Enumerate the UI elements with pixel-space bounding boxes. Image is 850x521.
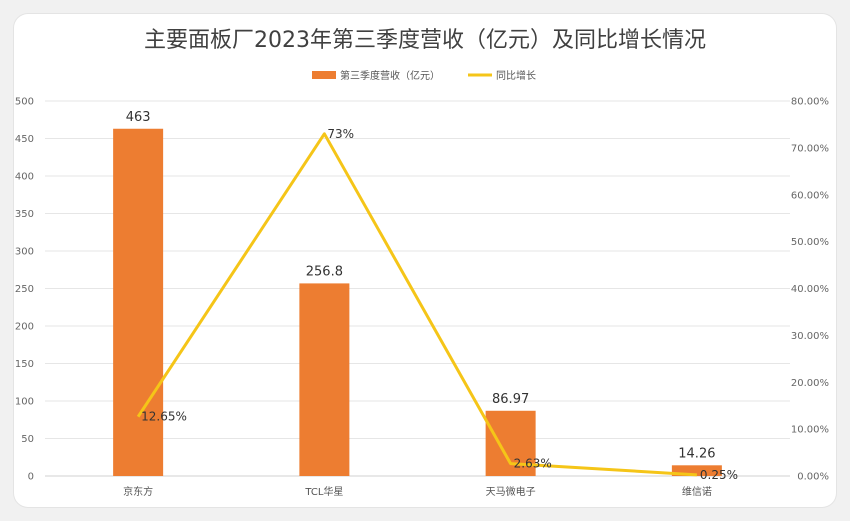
revenue-bar-label: 14.26 [678, 446, 715, 461]
legend: 第三季度营收（亿元） 同比增长 [312, 69, 536, 82]
left-tick-label: 500 [15, 97, 34, 108]
right-tick-label: 10.00% [791, 425, 829, 436]
revenue-bar-label: 86.97 [492, 392, 529, 407]
revenue-bars [113, 128, 722, 476]
growth-point-label: 12.65% [141, 410, 187, 424]
growth-point-label: 0.25% [700, 468, 738, 482]
right-tick-label: 30.00% [791, 331, 829, 342]
revenue-bar [299, 283, 350, 476]
left-tick-label: 250 [15, 284, 34, 295]
growth-line-labels: 12.65% 73% 2.63% 0.25% [141, 127, 738, 482]
left-tick-label: 300 [15, 247, 34, 258]
left-tick-label: 450 [15, 134, 34, 145]
revenue-bar [113, 128, 164, 476]
left-tick-label: 150 [15, 359, 34, 370]
revenue-bar [671, 465, 722, 476]
left-tick-label: 200 [15, 322, 34, 333]
growth-point-label: 2.63% [514, 457, 552, 471]
legend-label-revenue: 第三季度营收（亿元） [340, 69, 440, 82]
right-tick-label: 0.00% [797, 472, 829, 483]
right-tick-label: 60.00% [791, 190, 829, 201]
left-tick-label: 400 [15, 172, 34, 183]
legend-label-growth: 同比增长 [496, 69, 536, 82]
left-axis-ticks: 0 50 100 150 200 250 300 350 400 450 500 [15, 97, 34, 483]
right-tick-label: 20.00% [791, 378, 829, 389]
right-axis-ticks: 0.00% 10.00% 20.00% 30.00% 40.00% 50.00% 60.00… [791, 97, 829, 483]
right-tick-label: 40.00% [791, 284, 829, 295]
left-tick-label: 350 [15, 209, 34, 220]
growth-line-layer [136, 132, 697, 477]
right-tick-label: 80.00% [791, 97, 829, 108]
revenue-bar-label: 256.8 [306, 264, 343, 279]
category-label: TCL华星 [304, 485, 343, 498]
right-tick-label: 70.00% [791, 143, 829, 154]
growth-line [136, 132, 697, 477]
category-label: 天马微电子 [486, 485, 536, 498]
revenue-bar-label: 463 [126, 110, 151, 125]
growth-point-label: 73% [327, 127, 354, 141]
chart-title: 主要面板厂2023年第三季度营收（亿元）及同比增长情况 [144, 28, 706, 53]
left-tick-label: 0 [28, 472, 34, 483]
right-tick-label: 50.00% [791, 237, 829, 248]
category-labels: 京东方 TCL华星 天马微电子 维信诺 [123, 485, 712, 498]
gridlines [45, 100, 790, 477]
category-label: 维信诺 [682, 485, 712, 498]
revenue-bar-labels: 463 256.8 86.97 14.26 [126, 110, 716, 462]
category-label: 京东方 [123, 485, 153, 498]
left-tick-label: 50 [21, 434, 34, 445]
left-tick-label: 100 [15, 397, 34, 408]
legend-swatch-revenue [312, 71, 336, 79]
